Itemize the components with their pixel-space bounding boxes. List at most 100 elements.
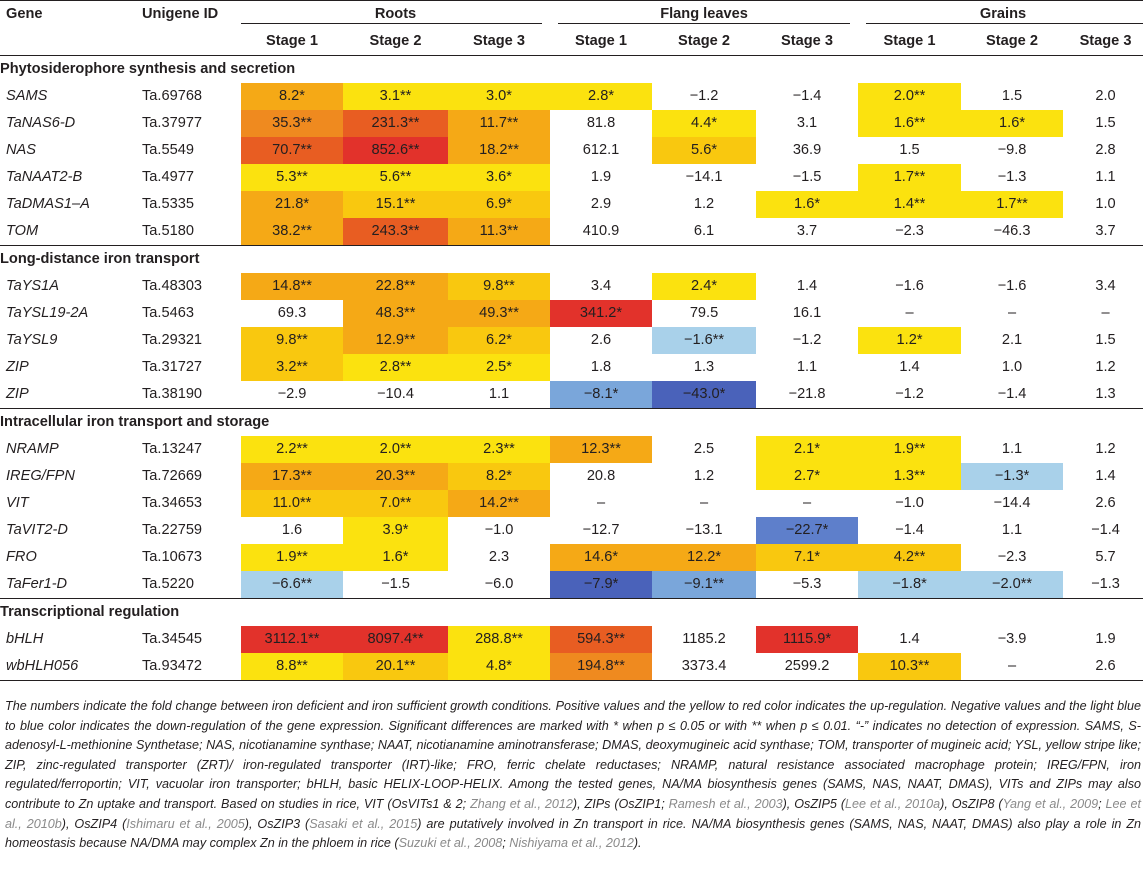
fold-change-cell: 594.3**: [550, 626, 653, 653]
fold-change-cell: 3.4: [1095, 278, 1116, 294]
header-stage: Stage 1: [575, 33, 627, 49]
footnote-text: ), OsZIP3 (: [244, 816, 310, 831]
citation-link[interactable]: Ishimaru et al., 2005: [126, 816, 245, 831]
fold-change-cell: 1.8: [590, 359, 612, 375]
table-row: TaVIT2-D Ta.22759 1.6 3.9* −1.0 −12.7 −13.1 −22…: [0, 517, 1143, 544]
gene-name-cell: FRO: [6, 549, 37, 565]
fold-change-cell: 288.8**: [448, 626, 551, 653]
fold-change-cell: −43.0*: [652, 381, 757, 409]
group-label: Grains: [979, 6, 1027, 22]
table-row: IREG/FPN Ta.72669 17.3** 20.3** 8.2* 20.8 1.2 2…: [0, 463, 1143, 490]
fold-change-cell: 7.0**: [343, 490, 448, 517]
fold-change-cell: −1.2: [895, 386, 924, 402]
header-stage: Stage 3: [781, 33, 833, 49]
fold-change-cell: −46.3: [993, 223, 1031, 239]
fold-change-cell: 1.1: [1001, 441, 1023, 457]
fold-change-cell: 3.7: [796, 223, 818, 239]
fold-change-cell: 243.3**: [343, 218, 448, 246]
fold-change-cell: 4.8*: [448, 653, 551, 681]
unigene-id-cell: Ta.38190: [142, 386, 203, 402]
fold-change-cell: −9.8: [997, 142, 1027, 158]
section-header-row: Long-distance iron transport: [0, 245, 1143, 273]
fold-change-cell: –: [905, 305, 914, 321]
fold-change-cell: 20.8: [586, 468, 616, 484]
fold-change-cell: 35.3**: [241, 110, 343, 137]
fold-change-cell: 2.1: [1001, 332, 1023, 348]
header-stage: Stage 1: [266, 33, 318, 49]
fold-change-cell: 2.5: [693, 441, 715, 457]
table-row: TaNAS6-D Ta.37977 35.3** 231.3** 11.7** 81.8 4…: [0, 110, 1143, 137]
fold-change-cell: 1.6*: [756, 191, 859, 218]
fold-change-cell: −21.8: [788, 386, 826, 402]
fold-change-cell: 12.3**: [550, 436, 653, 463]
fold-change-cell: 1.6*: [961, 110, 1064, 137]
fold-change-cell: 2.8**: [343, 354, 448, 381]
fold-change-cell: 21.8*: [241, 191, 343, 218]
fold-change-cell: 1.1: [1001, 522, 1023, 538]
fold-change-cell: −9.1**: [652, 571, 757, 599]
fold-change-cell: 20.3**: [343, 463, 448, 490]
section-header-row: Intracellular iron transport and storage: [0, 408, 1143, 436]
citation-link[interactable]: Sasaki et al., 2015: [309, 816, 418, 831]
fold-change-cell: 231.3**: [343, 110, 448, 137]
fold-change-cell: 1.5: [1095, 332, 1116, 348]
fold-change-cell: 4.2**: [858, 544, 962, 571]
citation-link[interactable]: Ramesh et al., 2003: [668, 796, 783, 811]
fold-change-cell: −1.3*: [961, 463, 1064, 490]
footnote-text: ;: [502, 836, 510, 851]
fold-change-cell: 70.7**: [241, 137, 343, 164]
fold-change-cell: 1.3: [693, 359, 715, 375]
fold-change-cell: 1.3**: [858, 463, 962, 490]
section-header-row: Transcriptional regulation: [0, 598, 1143, 626]
unigene-id-cell: Ta.5180: [142, 223, 194, 239]
fold-change-cell: 3373.4: [652, 653, 757, 681]
fold-change-cell: 49.3**: [448, 300, 551, 327]
unigene-id-cell: Ta.48303: [142, 278, 203, 294]
footnote-text: ), ZIPs (OsZIP1;: [572, 796, 669, 811]
unigene-id-cell: Ta.37977: [142, 115, 203, 131]
fold-change-cell: 1185.2: [682, 631, 726, 647]
expression-table: Gene Unigene ID Roots Flang leaves Grain…: [0, 0, 1143, 681]
fold-change-cell: 1.5: [1001, 88, 1023, 104]
fold-change-cell: −1.2: [689, 88, 719, 104]
fold-change-cell: 2.0: [1095, 88, 1116, 104]
fold-change-cell: 38.2**: [241, 218, 343, 246]
header-stage: Stage 3: [1079, 33, 1132, 49]
header-stage: Stage 3: [473, 33, 525, 49]
fold-change-cell: 2.5*: [448, 354, 551, 381]
fold-change-cell: 2.6: [590, 332, 612, 348]
gene-name-cell: NRAMP: [6, 441, 59, 457]
fold-change-cell: 2.9: [590, 196, 612, 212]
header-unigene-id: Unigene ID: [134, 0, 241, 28]
fold-change-cell: −12.7: [582, 522, 620, 538]
fold-change-cell: −8.1*: [550, 381, 653, 409]
citation-link[interactable]: Yang et al., 2009: [1002, 796, 1099, 811]
fold-change-cell: 36.9: [792, 142, 822, 158]
fold-change-cell: 8.2*: [241, 83, 343, 110]
fold-change-cell: –: [1101, 305, 1110, 321]
citation-link[interactable]: Lee et al., 2010b: [5, 796, 1141, 831]
fold-change-cell: −2.3: [997, 549, 1027, 565]
citation-link[interactable]: Lee et al., 2010a: [845, 796, 941, 811]
fold-change-cell: −1.3: [1091, 576, 1120, 592]
unigene-id-cell: Ta.93472: [134, 653, 241, 681]
fold-change-cell: 1.4: [1095, 468, 1116, 484]
table-row: ZIP Ta.31727 3.2** 2.8** 2.5* 1.8 1.3 1.1 1.4 1.0…: [0, 354, 1143, 381]
citation-link[interactable]: Suzuki et al., 2008: [398, 836, 503, 851]
fold-change-cell: 1.9**: [858, 436, 962, 463]
fold-change-cell: 2.0**: [858, 83, 962, 110]
citation-link[interactable]: Zhang et al., 2012: [470, 796, 573, 811]
gene-name-cell: TaNAAT2-B: [6, 169, 83, 185]
fold-change-cell: 1.1: [488, 386, 510, 402]
fold-change-cell: 1.2: [1095, 359, 1116, 375]
gene-name-cell: IREG/FPN: [6, 468, 75, 484]
table-row: wbHLH056 Ta.93472 8.8** 20.1** 4.8* 194.8** 33…: [0, 653, 1143, 681]
fold-change-cell: 1.6: [281, 522, 303, 538]
gene-name-cell: TaVIT2-D: [6, 522, 68, 538]
fold-change-cell: −1.6: [997, 278, 1027, 294]
fold-change-cell: 18.2**: [448, 137, 551, 164]
table-row: VIT Ta.34653 11.0** 7.0** 14.2** – – – −1.0 −14.4…: [0, 490, 1143, 517]
fold-change-cell: 9.8**: [241, 327, 343, 354]
fold-change-cell: 17.3**: [241, 463, 343, 490]
citation-link[interactable]: Nishiyama et al., 2012: [509, 836, 634, 851]
